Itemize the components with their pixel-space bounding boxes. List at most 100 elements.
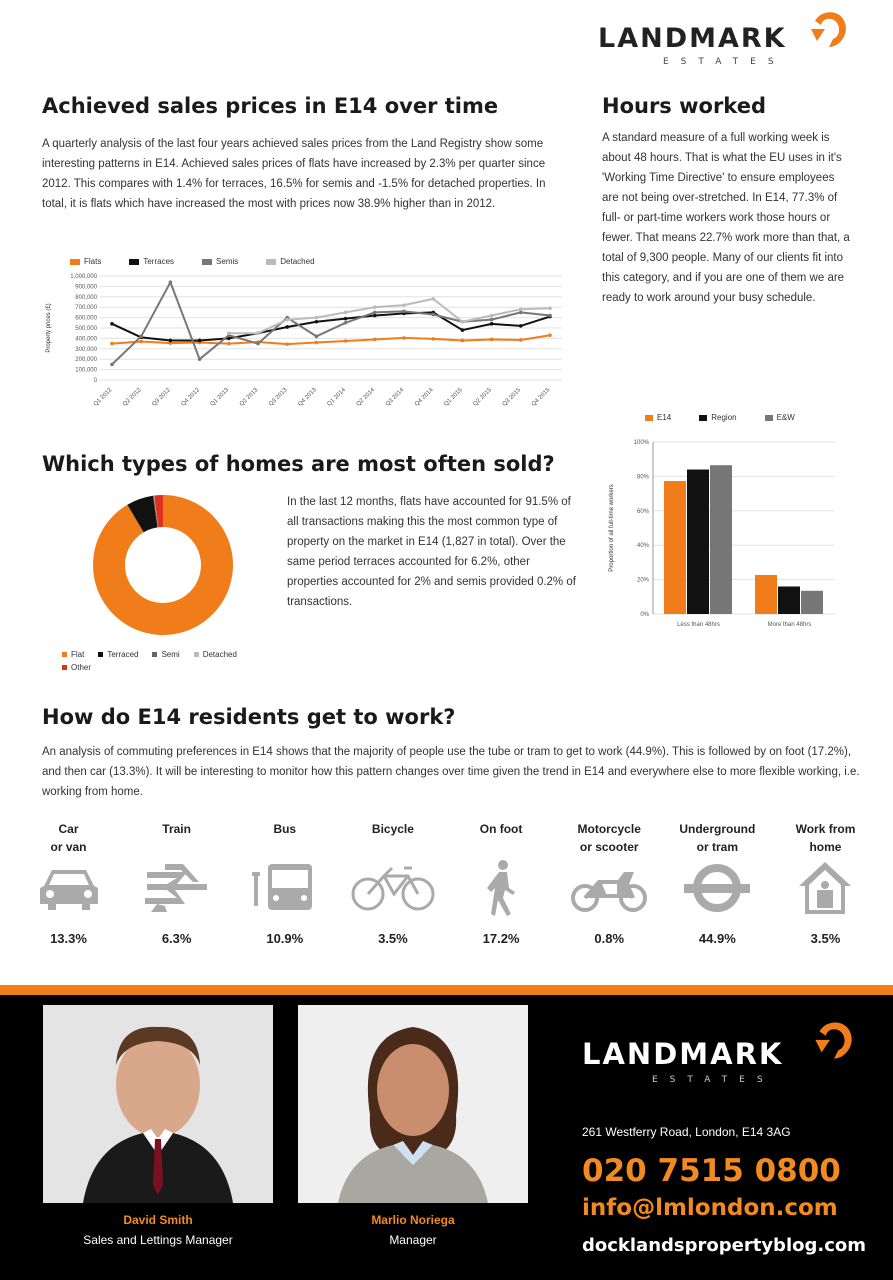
data-point-detached (489, 313, 494, 318)
donut-slice-flat (92, 495, 233, 635)
hours-bar-chart: Proportion of all full-time workers 100% 8… (609, 440, 835, 628)
x-tick-label: Q2 2013 (239, 387, 260, 408)
data-point-flats (431, 337, 436, 341)
commute-modes: Car or van 13.3% Train 6.3% Bus 10.9% Bic… (18, 820, 876, 946)
price-line-chart: Property prices (£) 1,000,000 900,000 800,0… (46, 274, 562, 408)
data-point-terraces (519, 324, 523, 328)
hours-body: A standard measure of a full working wee… (602, 132, 850, 304)
person2-role: Manager (389, 1233, 437, 1247)
x-tick-label: Q3 2014 (385, 387, 406, 408)
y-tick-label: 200,000 (75, 357, 97, 363)
y-tick-label: 0% (640, 612, 649, 618)
data-point-flats (285, 342, 289, 346)
x-tick-label: Q2 2012 (122, 387, 143, 408)
y-tick-label: 40% (637, 543, 650, 549)
x-tick-label: Q4 2014 (414, 387, 435, 408)
hours-title: Hours worked (602, 94, 766, 118)
data-point-semis (402, 309, 406, 314)
footer-address: 261 Westferry Road, London, E14 3AG (582, 1125, 791, 1139)
legend-flats: Flats (70, 257, 101, 266)
data-point-detached (373, 305, 377, 309)
data-point-detached (402, 303, 406, 307)
data-point-flats (343, 339, 348, 343)
legend-detached: Detached (266, 257, 315, 266)
y-tick-label: 500,000 (75, 326, 97, 332)
data-point-semis (139, 334, 143, 339)
data-point-terraces (489, 322, 494, 326)
data-point-flats (519, 338, 523, 342)
data-point-flats (373, 337, 377, 342)
data-point-semis (431, 312, 436, 317)
y-tick-label: 800,000 (75, 295, 97, 301)
data-point-semis (110, 362, 114, 367)
x-tick-label: Q4 2012 (180, 387, 201, 408)
commute-on-foot: On foot 17.2% (479, 822, 523, 946)
donut-slice-terraced (127, 495, 158, 533)
x-tick-label: Q1 2012 (93, 387, 114, 408)
logo-mark-icon (811, 12, 846, 48)
motorcycle-icon (571, 872, 648, 912)
y-tick-label: 100% (634, 440, 650, 446)
footer-blog-link[interactable]: docklandspropertyblog.com (582, 1235, 866, 1256)
commute-train: Train 6.3% (126, 820, 227, 946)
person1-name: David Smith (123, 1213, 193, 1227)
bus-icon (251, 864, 312, 910)
series-line-semis (111, 279, 551, 366)
bar-region (687, 469, 709, 614)
data-point-terraces (460, 328, 465, 332)
footer: David Smith Sales and Lettings Manager M… (0, 985, 893, 1280)
x-tick-label: Q2 2015 (472, 387, 493, 408)
bar-region (778, 586, 800, 614)
prices-legend: Flats Terraces Semis Detached (70, 257, 315, 266)
x-tick-label: Q1 2015 (443, 387, 464, 408)
data-point-semis (343, 321, 348, 325)
footer-logo-wordmark: LANDMARK (582, 1037, 784, 1071)
data-point-semis (519, 310, 523, 315)
bar-e14 (664, 481, 686, 614)
donut-slice-other (154, 495, 163, 528)
bicycle-icon (351, 866, 435, 911)
bar-e14 (755, 574, 777, 614)
data-point-terraces (285, 325, 289, 329)
footer-logo-subtitle: ESTATES (652, 1075, 775, 1085)
legend-region: Region (699, 413, 737, 422)
data-point-flats (548, 333, 552, 338)
series-line-flats (111, 334, 551, 346)
underground-icon (684, 864, 751, 912)
legend-semis: Semis (202, 257, 238, 266)
legend-terraced: Terraced (98, 650, 138, 659)
x-tick-label: Q4 2013 (297, 387, 318, 408)
data-point-terraces (343, 316, 348, 321)
avatar-david-smith (43, 1005, 273, 1203)
commute-body: An analysis of commuting preferences in … (42, 746, 860, 798)
y-tick-label: 300,000 (75, 347, 97, 353)
home-types-donut-chart (92, 495, 233, 635)
homes-title: Which types of homes are most often sold… (42, 452, 555, 476)
commute-car: Car or van 13.3% (18, 820, 119, 946)
x-tick-label: Q1 2013 (210, 387, 231, 408)
commute-bicycle: Bicycle 3.5% (342, 820, 443, 946)
data-point-detached (519, 307, 523, 312)
person2-name: Marlio Noriega (371, 1213, 455, 1227)
footer-phone[interactable]: 020 7515 0800 (582, 1153, 841, 1189)
legend-ew: E&W (764, 413, 795, 422)
footer-logo: LANDMARK ESTATES (582, 1022, 862, 1095)
data-point-flats (489, 337, 494, 342)
data-point-terraces (227, 336, 231, 341)
footer-logo-mark-icon (815, 1022, 852, 1059)
train-icon (144, 864, 207, 912)
donut-slice-detached (153, 495, 159, 528)
legend-e14: E14 (645, 413, 671, 422)
hours-legend: E14 Region E&W (645, 413, 795, 422)
data-point-flats (168, 341, 173, 345)
home-icon (799, 862, 852, 914)
data-point-flats (402, 336, 406, 340)
data-point-flats (110, 341, 114, 346)
legend-flat: Flat (62, 650, 84, 659)
series-line-detached (228, 297, 551, 335)
legend-detached-home: Detached (193, 650, 237, 659)
data-point-terraces (197, 338, 202, 343)
footer-email[interactable]: info@lmlondon.com (582, 1195, 838, 1221)
data-point-detached (431, 297, 436, 301)
y-tick-label: 600,000 (75, 316, 97, 322)
